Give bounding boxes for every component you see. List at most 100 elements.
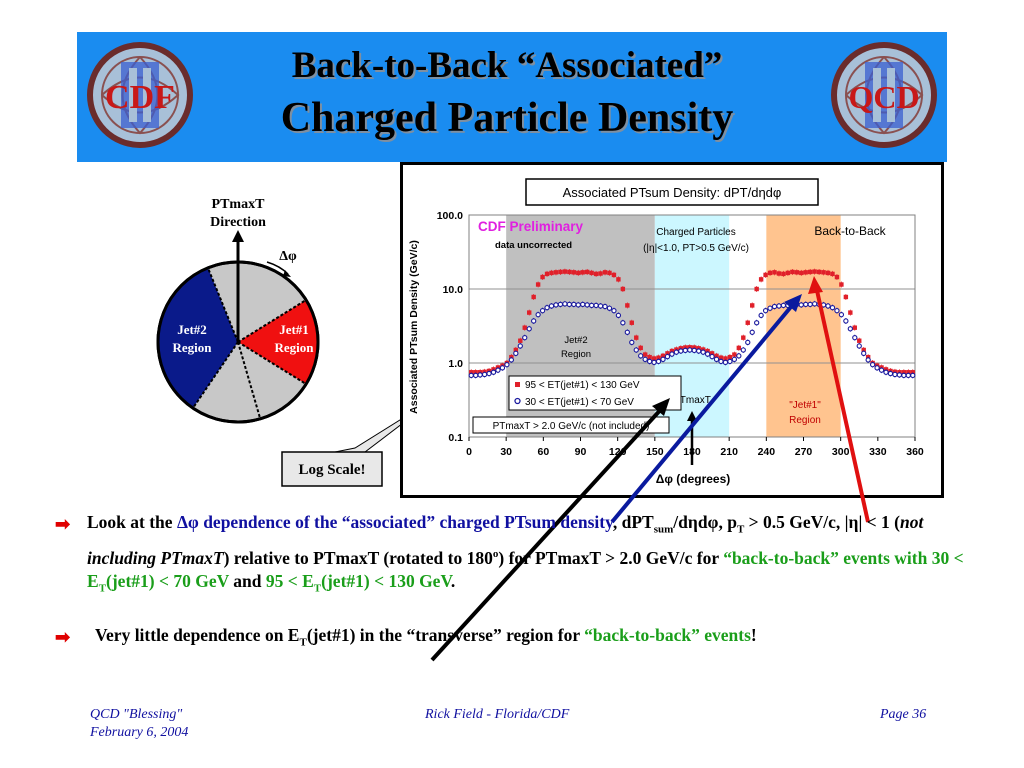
data-point-high-et [807, 269, 813, 275]
charged-particles-label: Charged Particles [656, 227, 735, 238]
legend-label-high-et: 95 < ET(jet#1) < 130 GeV [525, 380, 640, 391]
footer-author: Rick Field - Florida/CDF [425, 707, 570, 722]
footer-left: QCD "Blessing" February 6, 2004 [90, 706, 188, 742]
data-point-low-et [874, 365, 880, 371]
data-point-low-et [758, 312, 764, 319]
data-point-low-et [508, 357, 515, 363]
data-point-low-et [727, 358, 733, 365]
log-scale-callout [281, 451, 383, 487]
data-point-high-et [611, 272, 617, 278]
data-point-high-et [714, 353, 719, 359]
data-point-low-et [709, 353, 715, 360]
data-point-high-et [620, 286, 626, 292]
x-tick-label: 90 [575, 446, 587, 458]
red-pointer-arrow [814, 285, 870, 523]
data-point-high-et [602, 270, 608, 275]
data-point-high-et [803, 270, 808, 275]
legend-marker-high-et [515, 382, 520, 387]
data-point-high-et [910, 370, 915, 375]
title-banner: CDF Back-to-Back “Associated” Charged Pa… [77, 32, 947, 162]
y-tick-label: 10.0 [443, 284, 464, 296]
data-point-high-et [785, 270, 791, 276]
data-point-low-et [602, 303, 608, 310]
data-point-high-et [754, 286, 759, 292]
data-point-high-et [638, 345, 643, 351]
data-point-high-et [830, 271, 835, 277]
data-point-high-et [750, 303, 755, 308]
data-point-low-et [669, 351, 675, 357]
data-point-high-et [794, 270, 800, 275]
legend-label-low-et: 30 < ET(jet#1) < 70 GeV [525, 397, 634, 408]
data-point-low-et [731, 356, 738, 363]
data-point-high-et [723, 356, 728, 361]
data-point-high-et [522, 325, 527, 330]
ptmaxt-label: PTmaxT [212, 197, 266, 212]
data-point-low-et [713, 356, 720, 363]
data-point-high-et [727, 354, 733, 360]
data-point-low-et [638, 353, 644, 359]
data-point-low-et [856, 343, 862, 349]
jet1-label-line1: Jet#1 [279, 322, 309, 337]
data-point-high-et [843, 294, 849, 300]
data-point-low-et [740, 347, 746, 353]
data-point-high-et [567, 269, 572, 275]
data-point-low-et [624, 329, 630, 335]
data-point-low-et [606, 305, 613, 311]
data-point-high-et [642, 352, 648, 357]
legend: 95 < ET(jet#1) < 130 GeV 30 < ET(jet#1) … [508, 375, 682, 411]
data-point-high-et [544, 271, 550, 277]
data-point-low-et [526, 326, 532, 332]
data-point-high-et [825, 270, 831, 276]
data-point-high-et [745, 320, 750, 325]
data-point-low-et [611, 307, 617, 314]
data-point-high-et [821, 270, 826, 275]
y-tick-label: 0.1 [448, 432, 463, 444]
data-point-low-et [620, 320, 626, 326]
data-point-high-et [732, 352, 737, 357]
data-point-low-et [655, 358, 662, 365]
back-to-back-label: Back-to-Back [814, 224, 886, 238]
x-tick-label: 300 [832, 446, 850, 458]
data-point-high-et [625, 303, 630, 308]
data-point-high-et [549, 270, 554, 276]
x-tick-label: 60 [537, 446, 549, 458]
x-tick-label: 270 [795, 446, 813, 458]
data-point-low-et [664, 353, 671, 360]
x-tick-label: 210 [720, 446, 738, 458]
blue-pointer-arrow [610, 300, 797, 524]
data-point-high-et [741, 335, 746, 340]
ptmaxt-note: PTmaxT > 2.0 GeV/c (not included) [493, 421, 650, 432]
dphi-label: Δφ [279, 249, 297, 264]
data-point-high-et [562, 269, 568, 274]
data-point-high-et [584, 269, 590, 275]
data-point-low-et [749, 329, 755, 335]
data-point-high-et [589, 270, 594, 276]
black-pointer-arrow [430, 404, 666, 662]
data-point-high-et [656, 355, 661, 360]
data-point-low-et [910, 372, 916, 379]
data-point-low-et [767, 305, 773, 311]
chart-title: Associated PTsum Density: dPT/dηdφ [563, 185, 782, 200]
data-point-low-et [825, 303, 831, 309]
data-point-high-et [473, 370, 478, 375]
legend-marker-low-et [514, 397, 521, 405]
data-point-high-et [901, 370, 907, 375]
data-point-low-et [539, 307, 546, 314]
data-point-high-et [580, 270, 585, 275]
data-point-low-et [838, 312, 845, 318]
data-point-low-et [544, 304, 550, 311]
data-point-high-et [558, 269, 563, 275]
data-point-high-et [767, 270, 773, 276]
data-point-high-et [513, 347, 519, 353]
data-point-high-et [629, 320, 634, 325]
jet2-region-label-2: Region [561, 349, 591, 360]
ptmaxt-marker-label: PTmaxT [673, 395, 711, 406]
data-point-high-et [647, 354, 652, 360]
data-point-high-et [906, 370, 911, 375]
data-point-high-et [660, 353, 666, 359]
jet-region-diagram: PTmaxT Direction Δφ Jet#2 Region Jet#1 R… [156, 197, 400, 487]
data-point-low-et [865, 357, 871, 363]
data-point-low-et [847, 326, 853, 332]
bullet-1: ➡ Look at the Δφ dependence of the “asso… [55, 512, 964, 595]
